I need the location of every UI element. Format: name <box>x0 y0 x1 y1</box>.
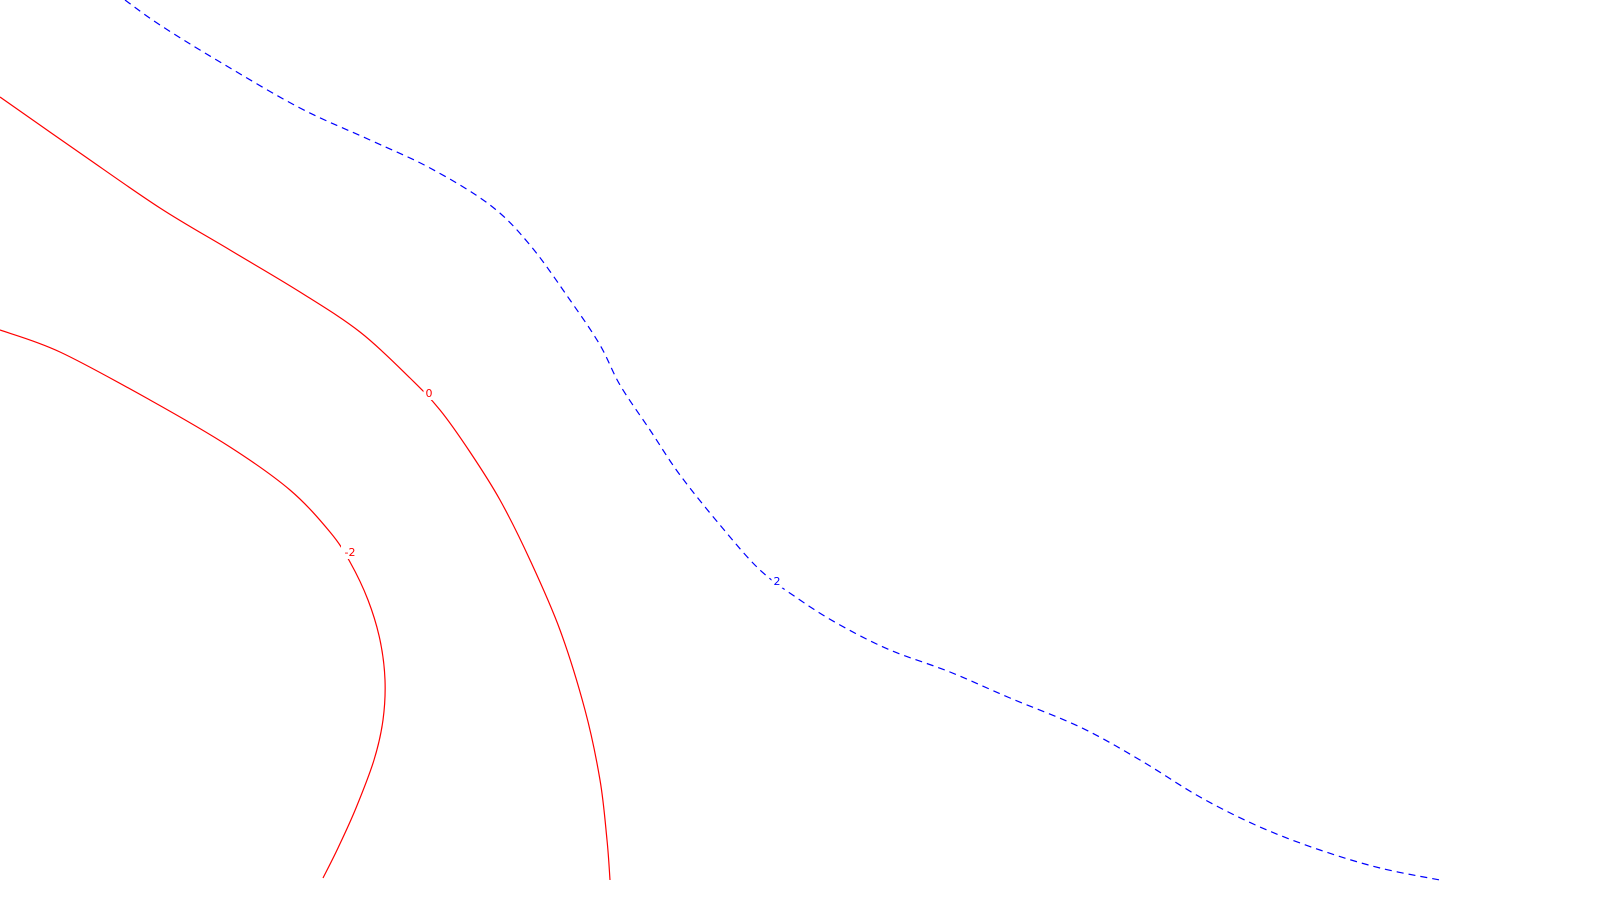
contour-line-level-0 <box>0 96 611 881</box>
contour-label-level-0: 0 <box>426 387 433 400</box>
contour-label-background <box>423 386 435 400</box>
contour-line-level-neg2 <box>0 329 386 879</box>
contour-label-background <box>341 545 359 559</box>
contour-label-level-2: 2 <box>774 575 781 588</box>
contour-label-background <box>771 574 783 588</box>
contour-labels: -2 0 2 <box>341 386 783 588</box>
contour-lines <box>0 0 1441 881</box>
contour-label-level-neg2: -2 <box>345 546 356 559</box>
contour-line-level-2 <box>124 0 1441 881</box>
